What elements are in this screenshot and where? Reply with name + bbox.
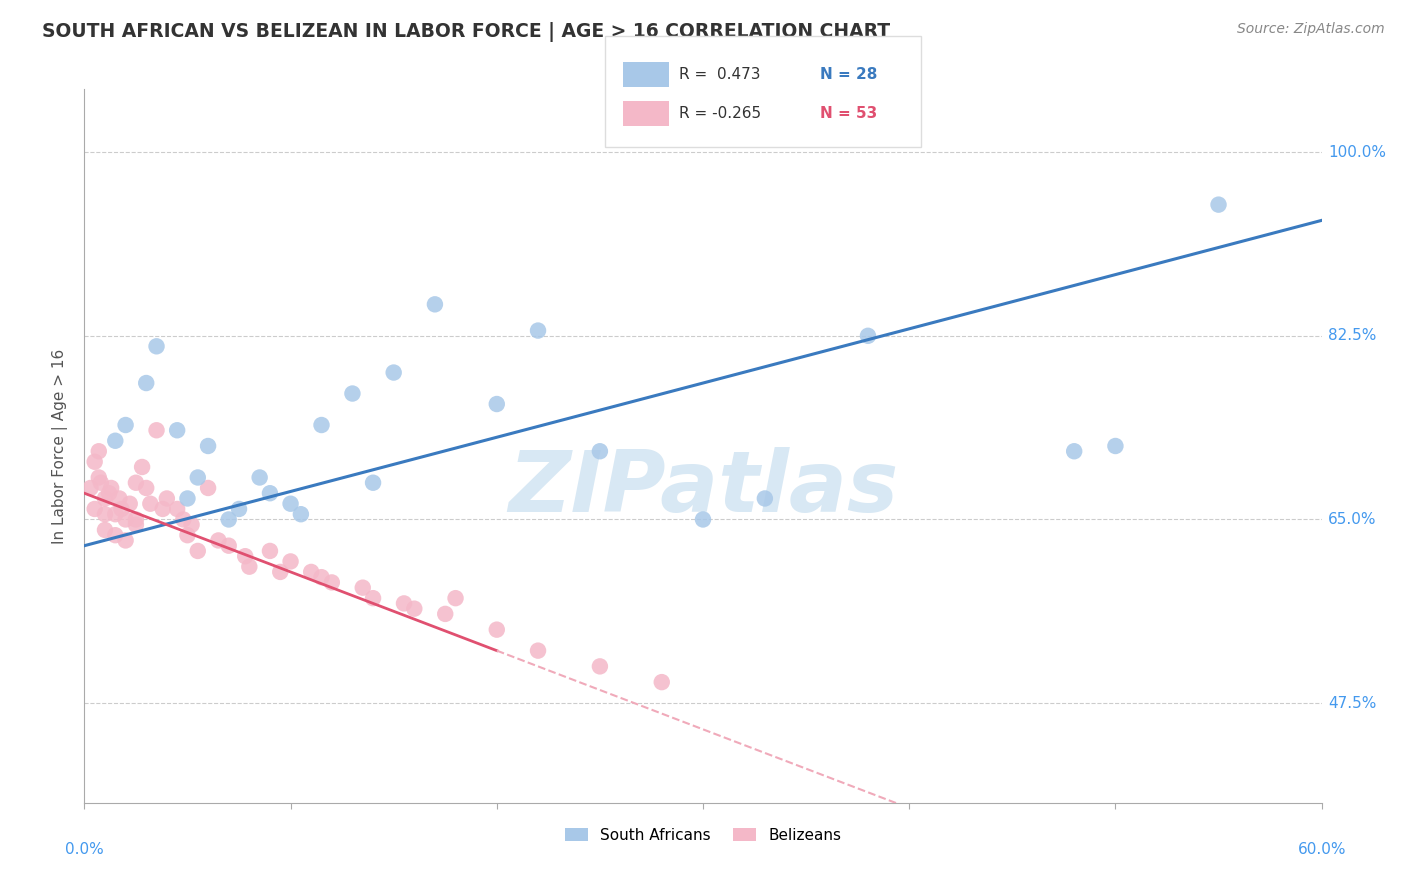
Point: [135, 481, 157, 495]
Point: [485, 623, 508, 637]
Point: [404, 601, 426, 615]
Point: [1208, 197, 1230, 211]
Point: [166, 423, 188, 437]
Point: [108, 491, 131, 506]
Point: [90, 475, 112, 490]
Point: [434, 607, 457, 621]
Point: [527, 643, 550, 657]
Point: [299, 565, 322, 579]
Point: [218, 539, 240, 553]
Point: [485, 397, 508, 411]
Point: [104, 507, 127, 521]
Point: [228, 502, 250, 516]
Point: [311, 417, 333, 432]
Point: [180, 517, 202, 532]
Point: [444, 591, 467, 606]
Point: [382, 366, 405, 380]
Point: [1063, 444, 1085, 458]
Point: [131, 460, 153, 475]
Text: 0.0%: 0.0%: [65, 842, 104, 857]
Text: SOUTH AFRICAN VS BELIZEAN IN LABOR FORCE | AGE > 16 CORRELATION CHART: SOUTH AFRICAN VS BELIZEAN IN LABOR FORCE…: [42, 22, 890, 42]
Point: [259, 486, 281, 500]
Text: 100.0%: 100.0%: [1327, 145, 1386, 160]
Point: [259, 544, 281, 558]
Point: [83, 455, 105, 469]
Point: [87, 470, 110, 484]
Point: [83, 502, 105, 516]
Point: [135, 376, 157, 390]
Point: [114, 417, 136, 432]
Text: ZIPatlas: ZIPatlas: [508, 447, 898, 531]
Point: [352, 581, 374, 595]
Point: [321, 575, 343, 590]
Point: [249, 470, 271, 484]
Point: [197, 481, 219, 495]
Y-axis label: In Labor Force | Age > 16: In Labor Force | Age > 16: [52, 349, 69, 543]
Point: [94, 523, 117, 537]
Point: [423, 297, 446, 311]
Point: [692, 512, 714, 526]
Point: [207, 533, 229, 548]
Point: [361, 475, 384, 490]
Point: [94, 507, 117, 521]
Point: [145, 423, 167, 437]
Point: [280, 554, 302, 568]
Text: R = -0.265: R = -0.265: [679, 106, 761, 120]
Point: [104, 434, 127, 448]
Point: [176, 528, 198, 542]
Point: [280, 497, 302, 511]
Legend: South Africans, Belizeans: South Africans, Belizeans: [558, 822, 848, 848]
Text: Source: ZipAtlas.com: Source: ZipAtlas.com: [1237, 22, 1385, 37]
Point: [104, 528, 127, 542]
Point: [1104, 439, 1126, 453]
Text: 82.5%: 82.5%: [1327, 328, 1376, 343]
Point: [233, 549, 256, 564]
Text: R =  0.473: R = 0.473: [679, 67, 761, 81]
Point: [98, 486, 121, 500]
Point: [166, 502, 188, 516]
Point: [311, 570, 333, 584]
Point: [100, 481, 122, 495]
Point: [187, 544, 209, 558]
Point: [856, 328, 879, 343]
Point: [145, 339, 167, 353]
Text: N = 53: N = 53: [820, 106, 877, 120]
Point: [125, 475, 148, 490]
Point: [269, 565, 291, 579]
Point: [218, 512, 240, 526]
Point: [156, 491, 179, 506]
Point: [342, 386, 364, 401]
Point: [589, 659, 612, 673]
Point: [197, 439, 219, 453]
Point: [238, 559, 260, 574]
Text: 47.5%: 47.5%: [1327, 696, 1376, 711]
Point: [125, 517, 148, 532]
Text: 65.0%: 65.0%: [1327, 512, 1376, 527]
Point: [94, 491, 117, 506]
Point: [110, 502, 132, 516]
Point: [290, 507, 312, 521]
Point: [118, 497, 141, 511]
Point: [392, 596, 415, 610]
Point: [172, 512, 194, 526]
Point: [125, 512, 148, 526]
Point: [114, 512, 136, 526]
Point: [187, 470, 209, 484]
Text: 60.0%: 60.0%: [1298, 842, 1346, 857]
Point: [527, 324, 550, 338]
Point: [754, 491, 776, 506]
Point: [87, 444, 110, 458]
Point: [589, 444, 612, 458]
Point: [152, 502, 174, 516]
Point: [176, 491, 198, 506]
Point: [114, 533, 136, 548]
Point: [651, 675, 673, 690]
Point: [139, 497, 162, 511]
Text: N = 28: N = 28: [820, 67, 877, 81]
Point: [361, 591, 384, 606]
Point: [79, 481, 101, 495]
